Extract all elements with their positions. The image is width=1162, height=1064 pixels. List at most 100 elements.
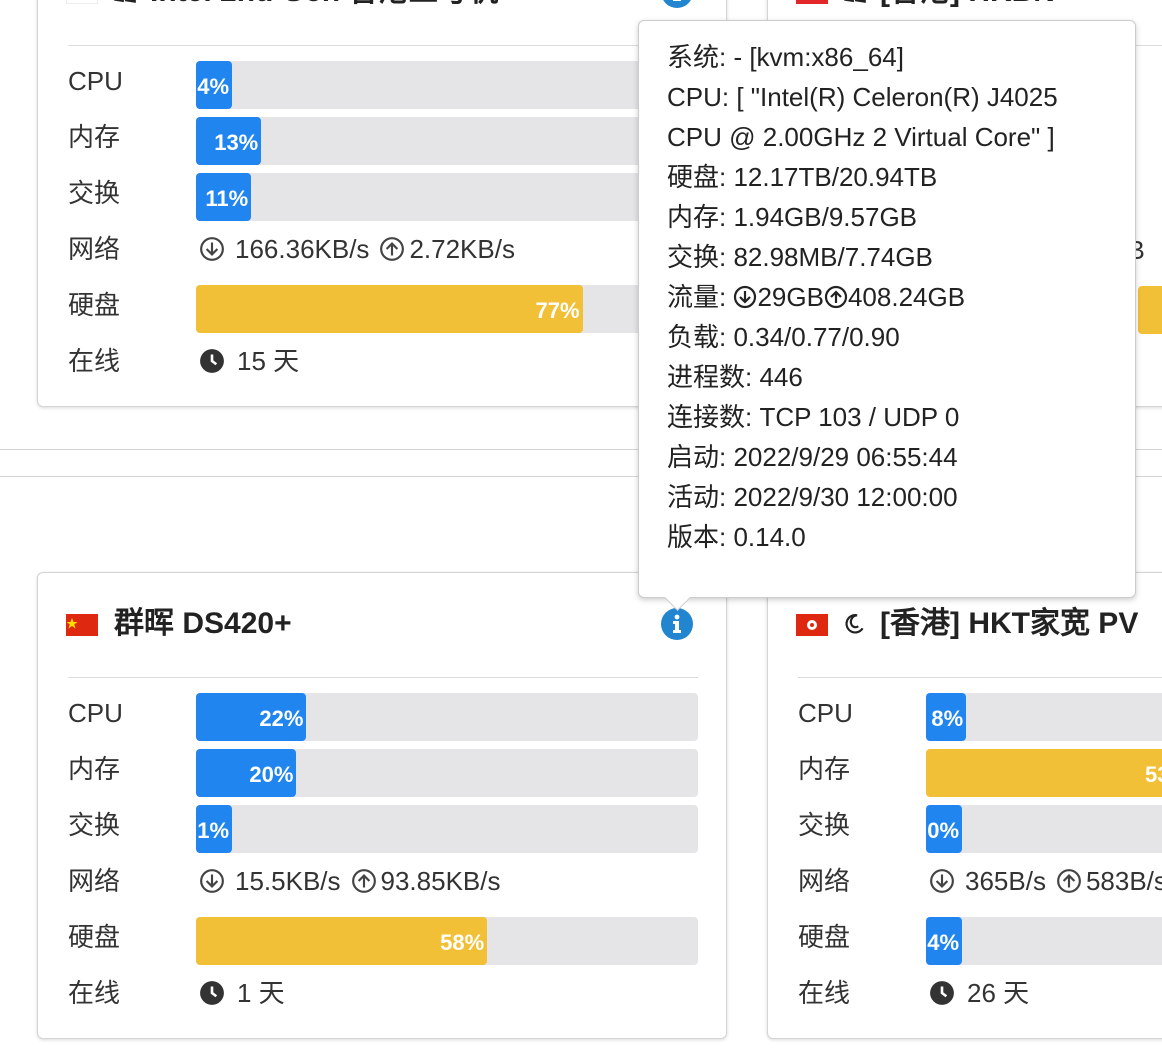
traffic-down: 29GB [757,282,824,312]
divider [798,677,1162,678]
bar-track: 8% [926,693,1162,741]
row-label: CPU [68,698,123,728]
separator [0,449,1162,450]
net-down: 365B/s [965,866,1046,896]
uptime-text: 26 天 [967,978,1030,1008]
bar-label: 4% [927,930,959,955]
traffic-label: 流量: [667,282,727,312]
tooltip-line: 版本: 0.14.0 [667,522,806,552]
tooltip-line: 启动: 2022/9/29 06:55:44 [667,442,958,472]
row-label: 在线 [798,978,851,1008]
net-up: 583B/s [1085,866,1162,896]
flag [796,614,828,636]
up-icon [824,285,848,309]
net-up: 2.72KB/s [409,234,515,264]
tooltip: 系统: - [kvm:x86_64] CPU: [ "Intel(R) Cele… [638,20,1136,598]
tooltip-line: 进程数: 446 [667,362,803,392]
row-label: 硬盘 [68,922,121,952]
info-button[interactable] [660,0,694,9]
bar-track: 11% [196,173,698,221]
bar-label: 13% [214,130,259,155]
uptime-text: 1 天 [237,978,285,1008]
up-icon [379,235,405,261]
bar-track: 13% [196,117,698,165]
tooltip-line: CPU: [ "Intel(R) Celeron(R) J4025 CPU @ … [667,82,1058,152]
separator [0,476,1162,477]
bar-label: 58% [440,930,485,955]
server-card: 群晖 DS420+ CPU 22% 内存 20% 交换 1% 网络 15.5KB/s 93.85K… [37,572,727,1039]
row-label: 在线 [68,978,121,1008]
down-icon [929,868,955,894]
network-text: 365B/s 583B/s [965,863,1162,899]
bar-label: 1% [197,818,229,843]
bar-track: 77% [196,285,698,333]
flag [796,0,828,4]
divider [68,677,698,678]
bar-track: 1% [196,805,698,853]
bar-fill: 4% [926,917,962,965]
os-icon [112,0,138,5]
server-card: Intel 2nd Gen 香港三号机 CPU 4% 内存 13% 交换 11% 网络 166.… [37,0,727,407]
server-title: [香港] HKBN [880,0,1055,12]
bar-track: 4% [926,917,1162,965]
tooltip-line: 活动: 2022/9/30 12:00:00 [667,482,958,512]
server-title: Intel 2nd Gen 香港三号机 [150,0,498,12]
tooltip-line: 内存: 1.94GB/9.57GB [667,202,918,232]
bar-label: 20% [249,762,294,787]
row-label: 硬盘 [68,290,121,320]
server-card: [香港] HKT家宽 PV CPU 8% 内存 53% 交换 0% 网络 365B/s 583B/… [767,572,1162,1039]
row-label: 内存 [68,754,121,784]
bar-track: 4% [196,61,698,109]
bar-label: 4% [197,74,229,99]
bar-fill: 20% [196,749,297,797]
info-button[interactable] [660,607,694,641]
row-label: 交换 [798,810,851,840]
net-up: 93.85KB/s [380,866,501,896]
bar-label: 8% [931,706,964,731]
bar-fill: 77% [196,285,583,333]
os-icon [842,0,868,5]
bar-fill: 22% [196,693,307,741]
tooltip-line: 硬盘: 12.17TB/20.94TB [667,162,938,192]
server-title: 群晖 DS420+ [114,607,292,640]
row-label: 网络 [798,866,851,896]
bar-fill: 53% [926,749,1162,797]
clock-icon [199,980,225,1006]
up-icon [1056,867,1082,893]
up-icon [351,867,377,893]
flag [65,0,99,5]
bar-fill: 0% [926,805,962,853]
bar-label: 77% [535,298,580,323]
network-text: 166.36KB/s 2.72KB/s [235,231,515,267]
down-icon [199,236,225,262]
bar-fill: 13% [196,117,262,165]
tooltip-traffic: 流量: 29GB 408.24GB [667,277,1087,317]
down-icon [734,285,757,309]
server-title: [香港] HKT家宽 PV [880,607,1139,640]
bar-fill: 4% [196,61,232,109]
bar-track: 22% [196,693,698,741]
bar-label: 11% [205,186,249,211]
bar-fill: 11% [196,173,252,221]
bar-label: 53% [1145,762,1162,787]
tooltip-line: 交换: 82.98MB/7.74GB [667,242,933,272]
bar-track: 0% [926,805,1162,853]
row-label: 交换 [68,178,121,208]
down-icon [199,868,225,894]
bar-fill: 1% [196,805,232,853]
row-label: 网络 [68,234,121,264]
net-down: 15.5KB/s [235,866,341,896]
flag [66,614,98,636]
net-down: 166.36KB/s [235,234,370,264]
bar-fill: 8% [926,693,967,741]
bar-fill: 58% [196,917,488,965]
clock-icon [199,348,225,374]
row-label: CPU [798,698,853,728]
bar-track: 58% [196,917,698,965]
clock-icon [929,980,955,1006]
divider [68,45,698,46]
tooltip-line: 负载: 0.34/0.77/0.90 [667,322,900,352]
row-label: 内存 [68,122,121,152]
row-label: 网络 [68,866,121,896]
